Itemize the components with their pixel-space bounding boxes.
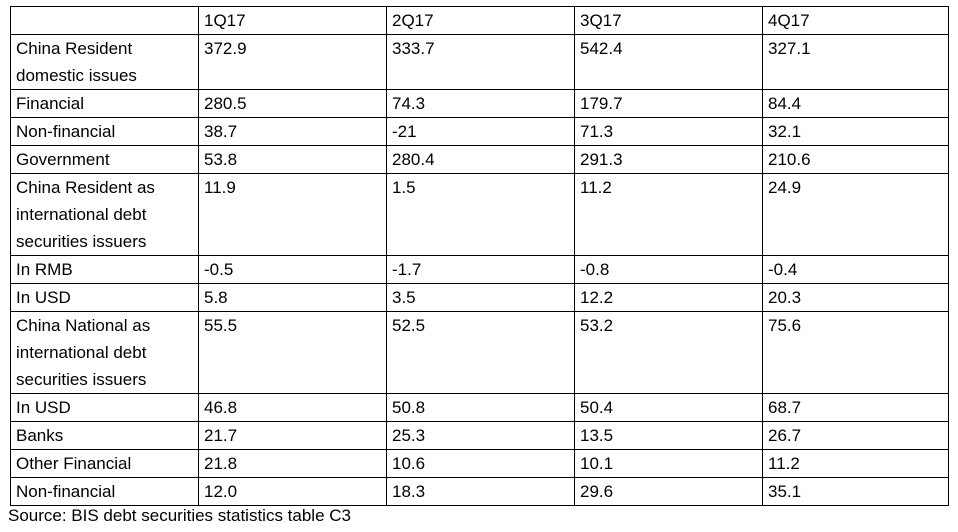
value-cell: 26.7 [762, 421, 949, 450]
header-cell-2q17: 2Q17 [386, 6, 575, 35]
value-cell: 3.5 [386, 283, 575, 312]
header-row: 1Q17 2Q17 3Q17 4Q17 [10, 6, 949, 35]
header-cell-4q17: 4Q17 [762, 6, 949, 35]
table-row: China Resident as international debt secur… [10, 173, 949, 256]
header-cell-corner [10, 6, 199, 35]
value-cell: 11.2 [574, 173, 763, 256]
value-cell: 5.8 [198, 283, 387, 312]
value-cell: 46.8 [198, 393, 387, 422]
value-cell: 24.9 [762, 173, 949, 256]
header-cell-1q17: 1Q17 [198, 6, 387, 35]
value-cell: 38.7 [198, 117, 387, 146]
row-label-cell: In RMB [10, 255, 199, 284]
value-cell: 25.3 [386, 421, 575, 450]
row-label-line: China Resident [16, 39, 133, 58]
row-label-cell: Financial [10, 89, 199, 118]
value-cell: -21 [386, 117, 575, 146]
value-cell: 13.5 [574, 421, 763, 450]
table-body: China Resident domestic issues 372.9 333.7 5… [10, 34, 949, 506]
value-cell: 50.4 [574, 393, 763, 422]
value-cell: 12.2 [574, 283, 763, 312]
row-label-cell: China National as international debt secur… [10, 311, 199, 394]
value-cell: 333.7 [386, 34, 575, 90]
row-label-line: Other Financial [16, 454, 132, 473]
value-cell: 52.5 [386, 311, 575, 394]
value-cell: 35.1 [762, 477, 949, 506]
value-cell: 71.3 [574, 117, 763, 146]
row-label-line: domestic issues [16, 66, 137, 85]
value-cell: 55.5 [198, 311, 387, 394]
row-label-line: In RMB [16, 260, 73, 279]
value-cell: 29.6 [574, 477, 763, 506]
value-cell: 12.0 [198, 477, 387, 506]
value-cell: 372.9 [198, 34, 387, 90]
value-cell: 10.6 [386, 449, 575, 478]
table-row: In USD 5.8 3.5 12.2 20.3 [10, 283, 949, 312]
row-label-line: China Resident as [16, 178, 155, 197]
row-label-line: Financial [16, 94, 85, 113]
value-cell: 75.6 [762, 311, 949, 394]
row-label-line: In USD [16, 288, 71, 307]
value-cell: 542.4 [574, 34, 763, 90]
value-cell: 20.3 [762, 283, 949, 312]
value-cell: 10.1 [574, 449, 763, 478]
row-label-cell: China Resident as international debt secur… [10, 173, 199, 256]
table-row: In RMB -0.5 -1.7 -0.8 -0.4 [10, 255, 949, 284]
value-cell: -0.4 [762, 255, 949, 284]
row-label-line: Banks [16, 426, 64, 445]
row-label-line: China National as [16, 316, 151, 335]
value-cell: 53.8 [198, 145, 387, 174]
value-cell: -1.7 [386, 255, 575, 284]
row-label-cell: Government [10, 145, 199, 174]
value-cell: 210.6 [762, 145, 949, 174]
table-row: China National as international debt secur… [10, 311, 949, 394]
value-cell: 291.3 [574, 145, 763, 174]
value-cell: 1.5 [386, 173, 575, 256]
row-label-line: securities issuers [16, 232, 147, 251]
debt-securities-table-container: 1Q17 2Q17 3Q17 4Q17 China Resident domest… [10, 6, 949, 506]
row-label-cell: Banks [10, 421, 199, 450]
value-cell: 11.2 [762, 449, 949, 478]
table-row: Banks 21.7 25.3 13.5 26.7 [10, 421, 949, 450]
value-cell: 53.2 [574, 311, 763, 394]
value-cell: 74.3 [386, 89, 575, 118]
row-label-line: securities issuers [16, 370, 147, 389]
row-label-cell: Non-financial [10, 117, 199, 146]
value-cell: 84.4 [762, 89, 949, 118]
row-label-cell: Other Financial [10, 449, 199, 478]
debt-securities-table: 1Q17 2Q17 3Q17 4Q17 China Resident domest… [10, 6, 949, 506]
row-label-cell: In USD [10, 283, 199, 312]
row-label-line: In USD [16, 398, 71, 417]
row-label-line: international debt [16, 343, 147, 362]
table-row: Non-financial 12.0 18.3 29.6 35.1 [10, 477, 949, 506]
value-cell: 179.7 [574, 89, 763, 118]
value-cell: 68.7 [762, 393, 949, 422]
value-cell: -0.5 [198, 255, 387, 284]
value-cell: 327.1 [762, 34, 949, 90]
value-cell: 50.8 [386, 393, 575, 422]
row-label-cell: In USD [10, 393, 199, 422]
table-row: Financial 280.5 74.3 179.7 84.4 [10, 89, 949, 118]
table-row: In USD 46.8 50.8 50.4 68.7 [10, 393, 949, 422]
row-label-line: international debt [16, 205, 147, 224]
value-cell: 280.4 [386, 145, 575, 174]
header-cell-3q17: 3Q17 [574, 6, 763, 35]
table-row: Non-financial 38.7 -21 71.3 32.1 [10, 117, 949, 146]
value-cell: 280.5 [198, 89, 387, 118]
value-cell: 18.3 [386, 477, 575, 506]
value-cell: 11.9 [198, 173, 387, 256]
source-note: Source: BIS debt securities statistics t… [8, 506, 351, 525]
row-label-line: Non-financial [16, 482, 116, 501]
table-row: China Resident domestic issues 372.9 333.7 5… [10, 34, 949, 90]
row-label-line: Non-financial [16, 122, 116, 141]
value-cell: 21.7 [198, 421, 387, 450]
row-label-line: Government [16, 150, 110, 169]
row-label-cell: Non-financial [10, 477, 199, 506]
value-cell: 21.8 [198, 449, 387, 478]
table-row: Government 53.8 280.4 291.3 210.6 [10, 145, 949, 174]
row-label-cell: China Resident domestic issues [10, 34, 199, 90]
table-row: Other Financial 21.8 10.6 10.1 11.2 [10, 449, 949, 478]
value-cell: -0.8 [574, 255, 763, 284]
value-cell: 32.1 [762, 117, 949, 146]
